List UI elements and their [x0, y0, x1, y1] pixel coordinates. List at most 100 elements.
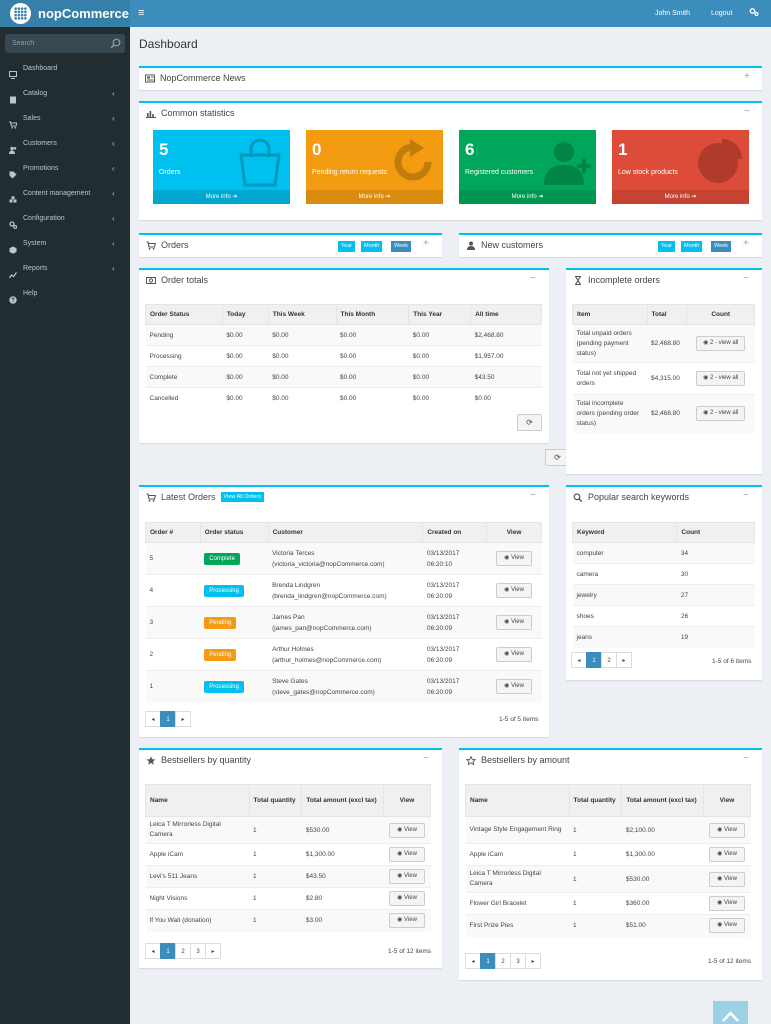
page-button[interactable]: 2 [495, 953, 511, 969]
view-button[interactable]: ◉ View [389, 891, 425, 906]
refresh-button[interactable]: ⟳ [517, 414, 542, 431]
collapse-button[interactable]: − [743, 753, 749, 764]
more-info-link[interactable]: More info ➔ [459, 190, 596, 204]
month-tag[interactable]: Month [681, 241, 703, 252]
sidebar-item-label: Sales [23, 115, 41, 122]
total-amount: $360.00 [621, 892, 704, 915]
next-page-button[interactable]: ▸ [175, 711, 191, 727]
prev-page-button[interactable]: ◂ [145, 943, 161, 959]
sidebar-item-configuration[interactable]: Configuration ‹ [0, 206, 130, 231]
page-button[interactable]: 2 [175, 943, 191, 959]
prev-page-button[interactable]: ◂ [145, 711, 161, 727]
view-label: View [511, 619, 524, 625]
eye-icon: ◉ [397, 851, 405, 857]
star-outline-icon [466, 755, 476, 765]
next-page-button[interactable]: ▸ [205, 943, 221, 959]
collapse-button[interactable]: − [530, 490, 536, 501]
view-button[interactable]: ◉ View [709, 896, 745, 911]
table-row: Leica T Mirrorless Digital Camera 1 $530.0… [465, 865, 751, 893]
more-info-link[interactable]: More info ➔ [612, 190, 749, 204]
collapse-button[interactable]: − [743, 273, 749, 284]
chevron-left-icon: ‹ [112, 214, 115, 223]
page-button[interactable]: 1 [160, 711, 176, 727]
page-button[interactable]: 1 [586, 652, 602, 668]
created-time: 06:20:09 [426, 656, 453, 664]
settings-gear-icon[interactable] [749, 7, 759, 19]
product-name: Flower Girl Bracelet [465, 892, 570, 915]
created-on-cell: 03/13/2017 06:20:09 [422, 638, 487, 671]
menu-toggle-icon[interactable]: ≡ [138, 7, 145, 19]
incomplete-orders-table: Item Total Count Total unpaid orders (pendi… [572, 304, 755, 433]
page-button[interactable]: 3 [190, 943, 206, 959]
page-button[interactable]: 2 [601, 652, 617, 668]
collapse-button[interactable]: − [530, 273, 536, 284]
year-tag[interactable]: Year [338, 241, 356, 252]
sidebar-item-help[interactable]: ? Help [0, 281, 130, 306]
scroll-to-top-button[interactable] [713, 1001, 748, 1024]
sidebar-item-system[interactable]: System ‹ [0, 231, 130, 256]
week-tag[interactable]: Week [391, 241, 411, 252]
total-quantity: 1 [249, 865, 302, 888]
table-row: 1 Processing Steve Gates (steve_gates@nopCo… [145, 670, 542, 703]
page-button[interactable]: 3 [510, 953, 526, 969]
next-page-button[interactable]: ▸ [525, 953, 541, 969]
sidebar-item-dashboard[interactable]: Dashboard [0, 56, 130, 81]
view-button[interactable]: ◉ View [709, 871, 745, 887]
year-tag[interactable]: Year [658, 241, 676, 252]
sidebar-item-catalog[interactable]: Catalog ‹ [0, 81, 130, 106]
more-info-link[interactable]: More info ➔ [153, 190, 290, 204]
brand-logo[interactable]: nopCommerce [0, 0, 130, 27]
expand-button[interactable]: + [744, 71, 750, 82]
sidebar-item-content-management[interactable]: Content management ‹ [0, 181, 130, 206]
view-button[interactable]: ◉ View [496, 615, 532, 630]
view-all-button[interactable]: ◉ 2 - view all [696, 406, 746, 422]
view-button[interactable]: ◉ View [709, 822, 745, 838]
page-button[interactable]: 1 [160, 943, 176, 959]
sidebar-item-customers[interactable]: Customers ‹ [0, 131, 130, 156]
table-cell: 34 [676, 542, 755, 564]
table-cell: Cancelled [145, 387, 223, 409]
search-icon[interactable] [110, 38, 121, 49]
search-input[interactable] [5, 34, 105, 53]
view-button[interactable]: ◉ View [709, 847, 745, 862]
expand-button[interactable]: + [743, 238, 749, 249]
view-all-orders-button[interactable]: View All Orders [220, 492, 265, 502]
column-header: This Year [408, 304, 472, 325]
view-button[interactable]: ◉ View [496, 583, 532, 598]
collapse-button[interactable]: − [744, 106, 750, 117]
view-button[interactable]: ◉ View [389, 869, 425, 884]
sidebar-item-promotions[interactable]: Promotions ‹ [0, 156, 130, 181]
month-tag[interactable]: Month [361, 241, 383, 252]
view-all-button[interactable]: ◉ 2 - view all [696, 371, 746, 386]
view-button[interactable]: ◉ View [496, 551, 532, 566]
table-row: 2 Pending Arthur Holmes (arthur_holmes@nopC… [145, 638, 542, 671]
next-page-button[interactable]: ▸ [616, 652, 632, 668]
sidebar-item-reports[interactable]: Reports ‹ [0, 256, 130, 281]
collapse-button[interactable]: − [743, 490, 749, 501]
view-button[interactable]: ◉ View [496, 647, 532, 662]
customer-cell: Steve Gates (steve_gates@nopCommerce.com) [268, 670, 423, 703]
prev-page-button[interactable]: ◂ [465, 953, 481, 969]
bar-chart-icon [146, 110, 156, 118]
view-button[interactable]: ◉ View [496, 679, 532, 695]
user-name-link[interactable]: John Smith [655, 10, 691, 17]
week-tag[interactable]: Week [711, 241, 731, 252]
expand-button[interactable]: + [423, 238, 429, 249]
view-button[interactable]: ◉ View [389, 847, 425, 862]
prev-page-button[interactable]: ◂ [571, 652, 587, 668]
page-button[interactable]: 1 [480, 953, 496, 969]
hourglass-icon [575, 275, 581, 285]
total-quantity: 1 [569, 816, 622, 844]
view-button[interactable]: ◉ View [709, 918, 745, 934]
sidebar-item-sales[interactable]: Sales ‹ [0, 106, 130, 131]
customer-name: Victoria Terces [272, 549, 315, 557]
more-info-link[interactable]: More info ➔ [306, 190, 443, 204]
customer-name: Brenda Lindgren [272, 581, 321, 589]
view-button[interactable]: ◉ View [389, 822, 425, 838]
collapse-button[interactable]: − [423, 753, 429, 764]
registered-customers-tile: 6 Registered customers More info ➔ [459, 130, 596, 204]
logout-link[interactable]: Logout [711, 10, 733, 17]
view-button[interactable]: ◉ View [389, 913, 425, 929]
view-all-button[interactable]: ◉ 2 - view all [696, 336, 746, 351]
created-date: 03/13/2017 [426, 549, 460, 557]
